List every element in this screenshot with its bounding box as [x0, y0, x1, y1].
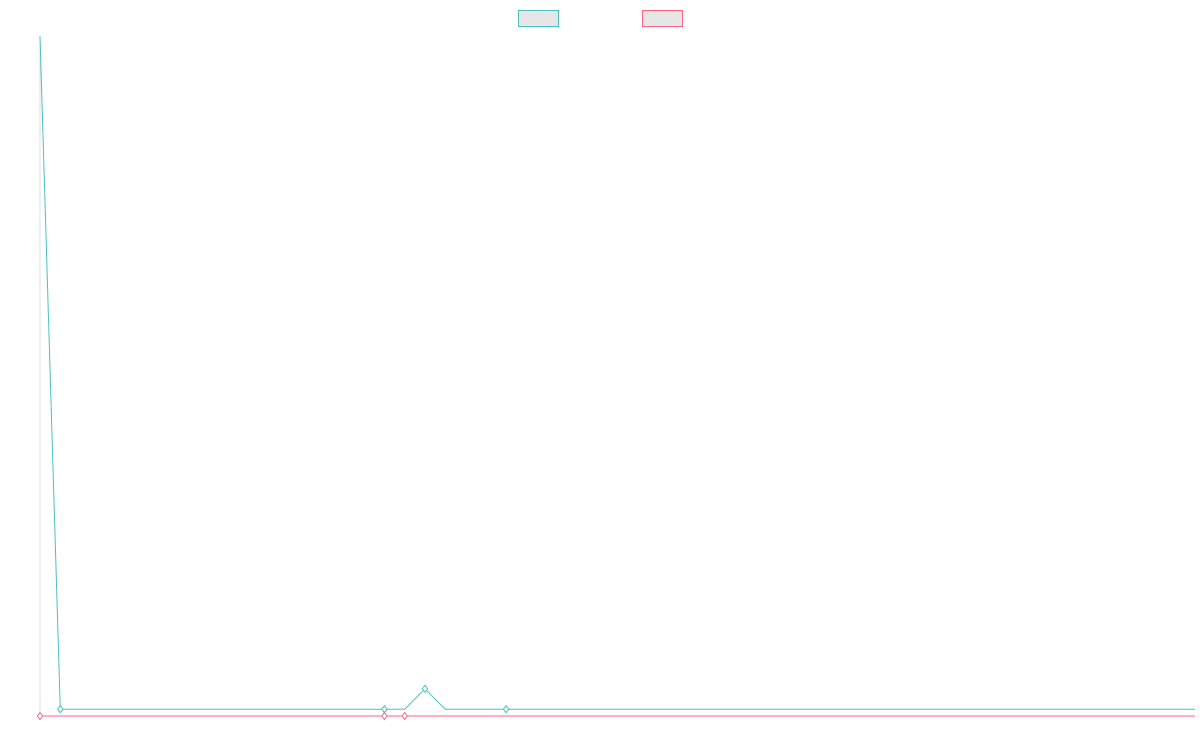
legend-item-series-1[interactable]	[518, 10, 559, 27]
series-2-point-0[interactable]	[36, 711, 44, 721]
legend-item-series-2[interactable]	[642, 10, 683, 27]
series-2-point-18[interactable]	[401, 711, 408, 721]
series-2-point-17[interactable]	[381, 711, 388, 721]
series-1-point-23[interactable]	[502, 704, 510, 714]
series-layer	[36, 35, 1195, 721]
series-1-line	[39, 35, 1195, 710]
series-1-point-19[interactable]	[421, 684, 429, 694]
series-1-point-1[interactable]	[57, 704, 64, 714]
legend	[518, 10, 683, 27]
axes	[39, 36, 1195, 717]
series-1-point-17[interactable]	[381, 704, 388, 714]
